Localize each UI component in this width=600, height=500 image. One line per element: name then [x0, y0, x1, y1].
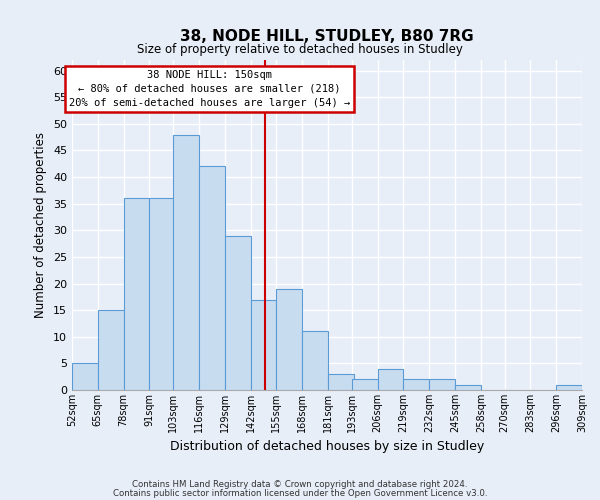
- Bar: [277, 289, 302, 390]
- Bar: [302, 332, 328, 390]
- Bar: [429, 380, 455, 390]
- Bar: [72, 364, 98, 390]
- Bar: [556, 384, 582, 390]
- Bar: [149, 198, 175, 390]
- Bar: [403, 380, 429, 390]
- Text: Size of property relative to detached houses in Studley: Size of property relative to detached ho…: [137, 42, 463, 56]
- X-axis label: Distribution of detached houses by size in Studley: Distribution of detached houses by size …: [170, 440, 484, 454]
- Title: 38, NODE HILL, STUDLEY, B80 7RG: 38, NODE HILL, STUDLEY, B80 7RG: [180, 28, 474, 44]
- Bar: [352, 380, 377, 390]
- Bar: [455, 384, 481, 390]
- Bar: [225, 236, 251, 390]
- Text: 38 NODE HILL: 150sqm
← 80% of detached houses are smaller (218)
20% of semi-deta: 38 NODE HILL: 150sqm ← 80% of detached h…: [69, 70, 350, 108]
- Y-axis label: Number of detached properties: Number of detached properties: [34, 132, 47, 318]
- Bar: [124, 198, 149, 390]
- Text: Contains HM Land Registry data © Crown copyright and database right 2024.: Contains HM Land Registry data © Crown c…: [132, 480, 468, 489]
- Text: Contains public sector information licensed under the Open Government Licence v3: Contains public sector information licen…: [113, 488, 487, 498]
- Bar: [173, 134, 199, 390]
- Bar: [377, 368, 403, 390]
- Bar: [328, 374, 354, 390]
- Bar: [98, 310, 124, 390]
- Bar: [199, 166, 225, 390]
- Bar: [251, 300, 277, 390]
